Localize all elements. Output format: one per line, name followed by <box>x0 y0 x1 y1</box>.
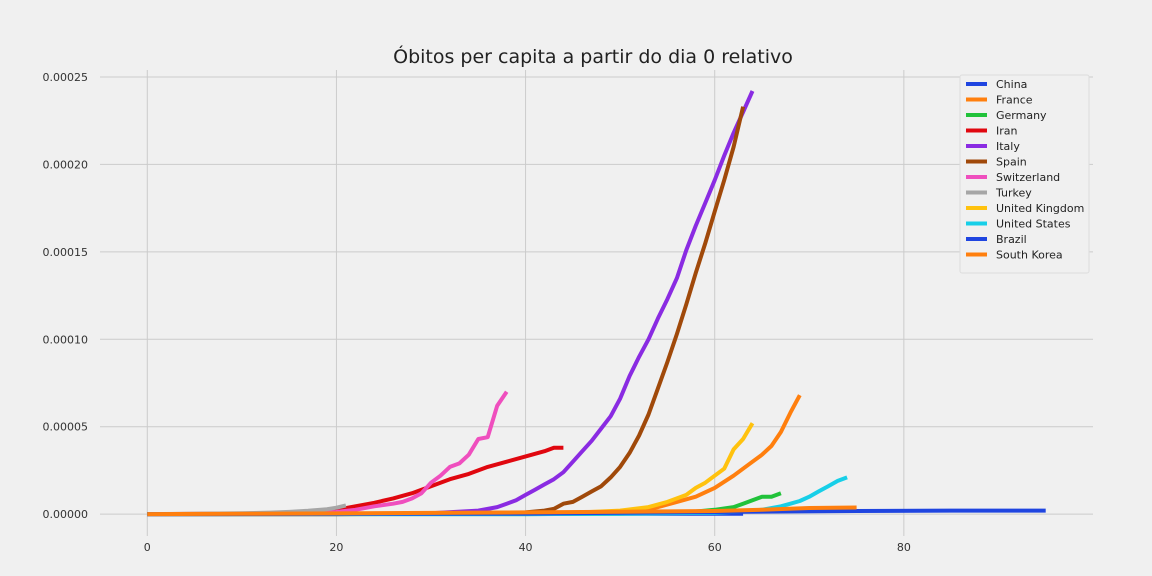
plot-area <box>147 90 1046 517</box>
legend-label: South Korea <box>996 249 1063 262</box>
axis-ticks: 0 20 40 60 80 0.00000 0.00005 0.00010 0.00015 0.0… <box>43 71 911 554</box>
legend-frame <box>959 74 1090 274</box>
y-tick-label: 0.00000 <box>43 508 89 521</box>
chart-title: Óbitos per capita a partir do dia 0 rela… <box>393 44 793 68</box>
legend-label: China <box>996 78 1027 91</box>
legend-label: United States <box>996 218 1071 231</box>
series-line-italy <box>147 90 755 517</box>
legend-label: Turkey <box>995 187 1032 200</box>
y-tick-label: 0.00005 <box>43 421 89 434</box>
y-tick-label: 0.00010 <box>43 333 89 346</box>
y-tick-label: 0.00015 <box>43 246 89 259</box>
legend-label: United Kingdom <box>996 202 1084 215</box>
grid <box>100 70 1093 536</box>
x-tick-label: 60 <box>708 541 722 554</box>
legend-label: Switzerland <box>996 171 1060 184</box>
x-tick-label: 80 <box>897 541 911 554</box>
legend: China France Germany Iran Italy Spain Switzerl… <box>959 74 1090 274</box>
y-tick-label: 0.00020 <box>43 158 89 171</box>
legend-label: Germany <box>996 109 1047 122</box>
legend-label: Spain <box>996 156 1027 169</box>
x-tick-label: 40 <box>519 541 533 554</box>
legend-label: Brazil <box>996 233 1027 246</box>
y-tick-label: 0.00025 <box>43 71 89 84</box>
legend-label: Iran <box>996 125 1018 138</box>
x-tick-label: 0 <box>144 541 151 554</box>
series-line-south-korea <box>147 505 857 517</box>
legend-label: Italy <box>996 140 1020 153</box>
x-tick-label: 20 <box>329 541 343 554</box>
legend-label: France <box>996 94 1033 107</box>
